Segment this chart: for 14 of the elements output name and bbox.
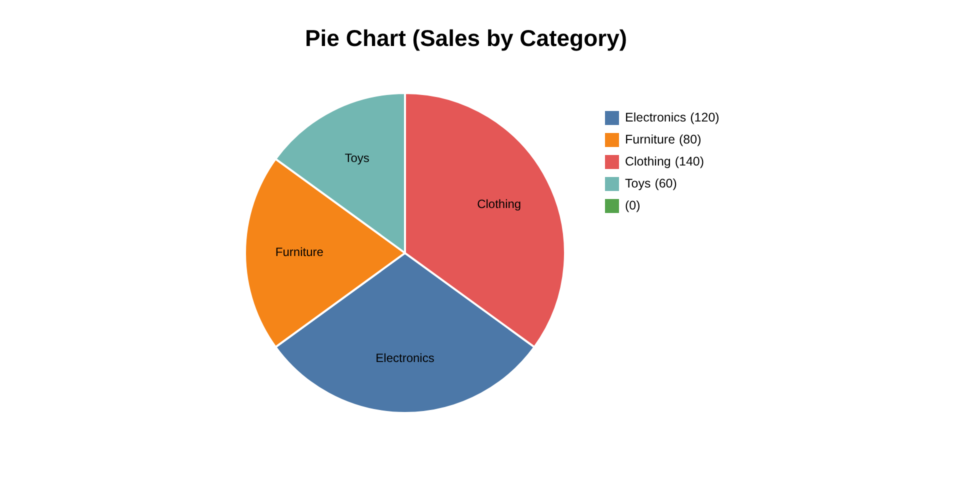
legend-label: Toys: [625, 176, 651, 190]
data-label: (60): [654, 176, 677, 190]
slice-label: Toys: [344, 151, 370, 166]
legend-label: Electronics: [625, 110, 686, 124]
legend-label: Furniture: [625, 132, 676, 146]
data-label: (80): [679, 132, 702, 146]
text: (0): [625, 198, 640, 212]
slice-label: Electronics: [376, 350, 434, 365]
slice-label: Clothing: [477, 197, 522, 212]
slice-label: Furniture: [275, 245, 324, 260]
chart-title: Pie Chart (Sales by Category): [304, 25, 628, 51]
data-label: (140): [674, 154, 704, 168]
data-label: (120): [690, 110, 720, 124]
legend-label: Clothing: [625, 154, 671, 168]
